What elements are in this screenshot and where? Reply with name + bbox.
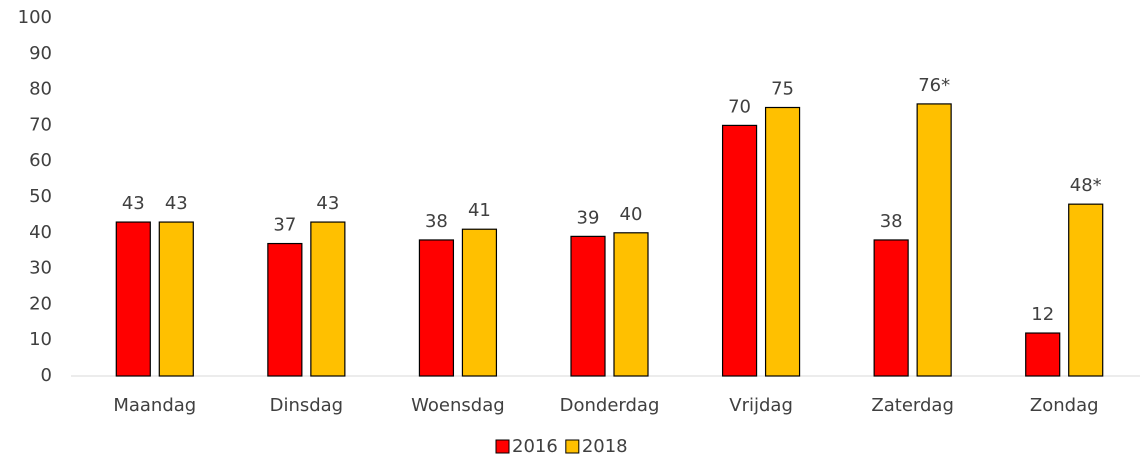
data-label: 38 (880, 211, 903, 232)
x-tick-label: Zondag (1030, 395, 1099, 416)
legend-label: 2016 (512, 436, 558, 457)
data-label: 38 (425, 211, 448, 232)
data-label: 43 (122, 193, 145, 214)
data-label: 43 (316, 193, 339, 214)
bar (1068, 203, 1104, 377)
y-tick-label: 10 (29, 329, 52, 350)
bar (461, 228, 498, 377)
bar (310, 221, 346, 377)
y-tick-label: 20 (29, 293, 52, 314)
bar (916, 103, 952, 377)
bar (873, 239, 909, 377)
data-label: 39 (577, 207, 600, 228)
data-label: 76* (918, 75, 950, 96)
x-tick-label: Dinsdag (270, 395, 344, 416)
bar (418, 239, 455, 377)
y-tick-label: 100 (18, 7, 52, 28)
data-label: 75 (771, 79, 794, 100)
x-tick-label: Maandag (113, 395, 196, 416)
data-label: 40 (620, 204, 643, 225)
bar (570, 235, 606, 377)
data-label: 48* (1070, 175, 1102, 196)
data-label: 41 (468, 200, 491, 221)
y-tick-label: 30 (29, 258, 52, 279)
bar (721, 124, 758, 377)
y-tick-label: 60 (29, 150, 52, 171)
bar (267, 242, 303, 377)
data-label: 12 (1031, 304, 1054, 325)
y-tick-label: 70 (29, 114, 52, 135)
legend-label: 2018 (582, 436, 628, 457)
bar (1025, 332, 1061, 377)
bar (115, 221, 151, 377)
y-tick-label: 40 (29, 222, 52, 243)
legend-swatch (495, 439, 510, 454)
legend-swatch (565, 439, 580, 454)
data-label: 43 (165, 193, 188, 214)
y-tick-label: 80 (29, 79, 52, 100)
x-tick-label: Zaterdag (871, 395, 953, 416)
x-tick-label: Woensdag (411, 395, 505, 416)
x-tick-label: Donderdag (560, 395, 660, 416)
bar (158, 221, 194, 377)
y-tick-label: 90 (29, 43, 52, 64)
y-tick-label: 0 (41, 365, 52, 386)
y-tick-label: 50 (29, 186, 52, 207)
bar (764, 106, 801, 377)
x-tick-label: Vrijdag (729, 395, 793, 416)
data-label: 37 (273, 215, 296, 236)
data-label: 70 (728, 96, 751, 117)
bar (613, 232, 649, 377)
